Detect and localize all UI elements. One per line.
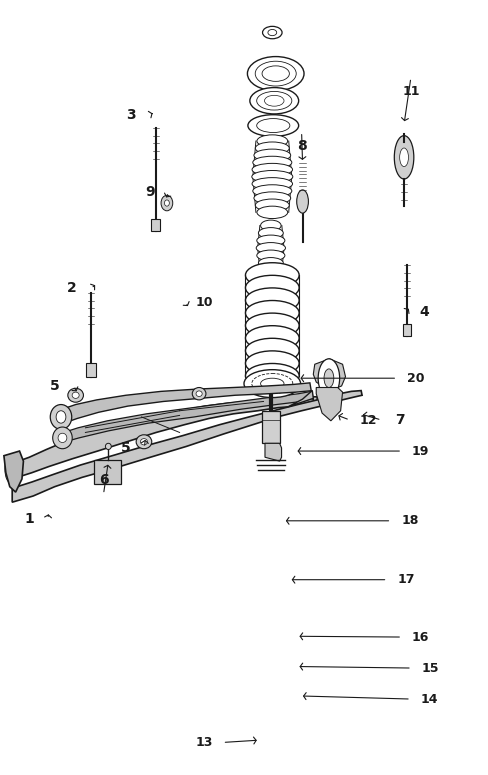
Ellipse shape — [400, 148, 408, 167]
Text: 17: 17 — [397, 574, 415, 586]
Ellipse shape — [257, 235, 285, 246]
Ellipse shape — [255, 199, 289, 212]
Ellipse shape — [192, 388, 206, 400]
Polygon shape — [58, 383, 313, 425]
FancyBboxPatch shape — [262, 411, 280, 443]
Ellipse shape — [50, 405, 72, 429]
FancyBboxPatch shape — [403, 324, 411, 336]
Ellipse shape — [256, 243, 285, 253]
Text: 12: 12 — [360, 414, 377, 426]
Text: 6: 6 — [99, 474, 108, 487]
Ellipse shape — [252, 164, 292, 176]
Polygon shape — [59, 391, 313, 443]
Ellipse shape — [105, 443, 111, 449]
Text: 14: 14 — [421, 693, 438, 705]
Ellipse shape — [324, 369, 334, 388]
Ellipse shape — [259, 257, 284, 268]
Ellipse shape — [245, 326, 299, 350]
Ellipse shape — [245, 275, 299, 300]
Polygon shape — [265, 443, 282, 461]
Polygon shape — [313, 359, 346, 390]
Ellipse shape — [244, 370, 301, 398]
Text: 16: 16 — [412, 631, 429, 643]
Polygon shape — [4, 451, 23, 492]
Ellipse shape — [257, 250, 285, 261]
Ellipse shape — [252, 374, 293, 394]
Ellipse shape — [252, 177, 292, 190]
Text: 5: 5 — [121, 441, 131, 455]
Text: 11: 11 — [402, 85, 420, 98]
Ellipse shape — [252, 170, 293, 183]
Ellipse shape — [253, 157, 292, 169]
Text: 18: 18 — [401, 515, 419, 527]
Text: 15: 15 — [422, 662, 439, 674]
Ellipse shape — [250, 88, 299, 114]
Text: 13: 13 — [195, 736, 213, 749]
Ellipse shape — [247, 57, 304, 91]
Ellipse shape — [259, 228, 284, 239]
Polygon shape — [12, 391, 362, 502]
Text: 8: 8 — [297, 139, 306, 153]
Ellipse shape — [68, 388, 83, 402]
Ellipse shape — [255, 61, 296, 86]
Ellipse shape — [5, 455, 17, 483]
Ellipse shape — [245, 301, 299, 325]
Ellipse shape — [268, 29, 277, 36]
Ellipse shape — [245, 351, 299, 376]
Ellipse shape — [164, 200, 169, 206]
Polygon shape — [316, 388, 343, 421]
Ellipse shape — [261, 378, 284, 389]
Ellipse shape — [263, 26, 282, 39]
Ellipse shape — [318, 359, 340, 398]
Ellipse shape — [72, 392, 79, 398]
Ellipse shape — [257, 119, 290, 133]
Ellipse shape — [261, 265, 281, 276]
Ellipse shape — [264, 95, 284, 106]
Ellipse shape — [245, 313, 299, 338]
Ellipse shape — [255, 142, 289, 154]
Text: 7: 7 — [395, 413, 405, 427]
Text: 4: 4 — [420, 305, 429, 319]
Text: 10: 10 — [195, 296, 213, 308]
Text: 5: 5 — [50, 379, 60, 393]
Ellipse shape — [58, 433, 67, 443]
Polygon shape — [12, 397, 317, 479]
Ellipse shape — [257, 135, 288, 147]
Ellipse shape — [254, 149, 291, 161]
Ellipse shape — [53, 427, 72, 449]
Text: 3: 3 — [126, 108, 136, 122]
Ellipse shape — [56, 411, 66, 423]
Ellipse shape — [136, 435, 152, 449]
FancyBboxPatch shape — [86, 363, 96, 377]
Ellipse shape — [141, 439, 147, 445]
Ellipse shape — [245, 338, 299, 363]
Text: 2: 2 — [67, 281, 77, 295]
Ellipse shape — [161, 195, 173, 211]
Ellipse shape — [196, 391, 202, 397]
Ellipse shape — [245, 288, 299, 312]
Ellipse shape — [254, 192, 291, 205]
Ellipse shape — [245, 263, 299, 288]
Ellipse shape — [248, 115, 299, 136]
Ellipse shape — [261, 220, 281, 231]
Ellipse shape — [253, 184, 292, 197]
Text: 9: 9 — [145, 185, 155, 199]
Ellipse shape — [394, 136, 414, 179]
FancyBboxPatch shape — [151, 219, 160, 231]
Ellipse shape — [245, 363, 299, 388]
FancyBboxPatch shape — [94, 460, 121, 484]
Ellipse shape — [262, 66, 289, 81]
Text: 19: 19 — [412, 445, 429, 457]
Ellipse shape — [257, 206, 288, 219]
Text: 20: 20 — [407, 372, 425, 384]
Ellipse shape — [257, 91, 292, 110]
Ellipse shape — [297, 190, 308, 213]
Text: 1: 1 — [24, 512, 34, 526]
